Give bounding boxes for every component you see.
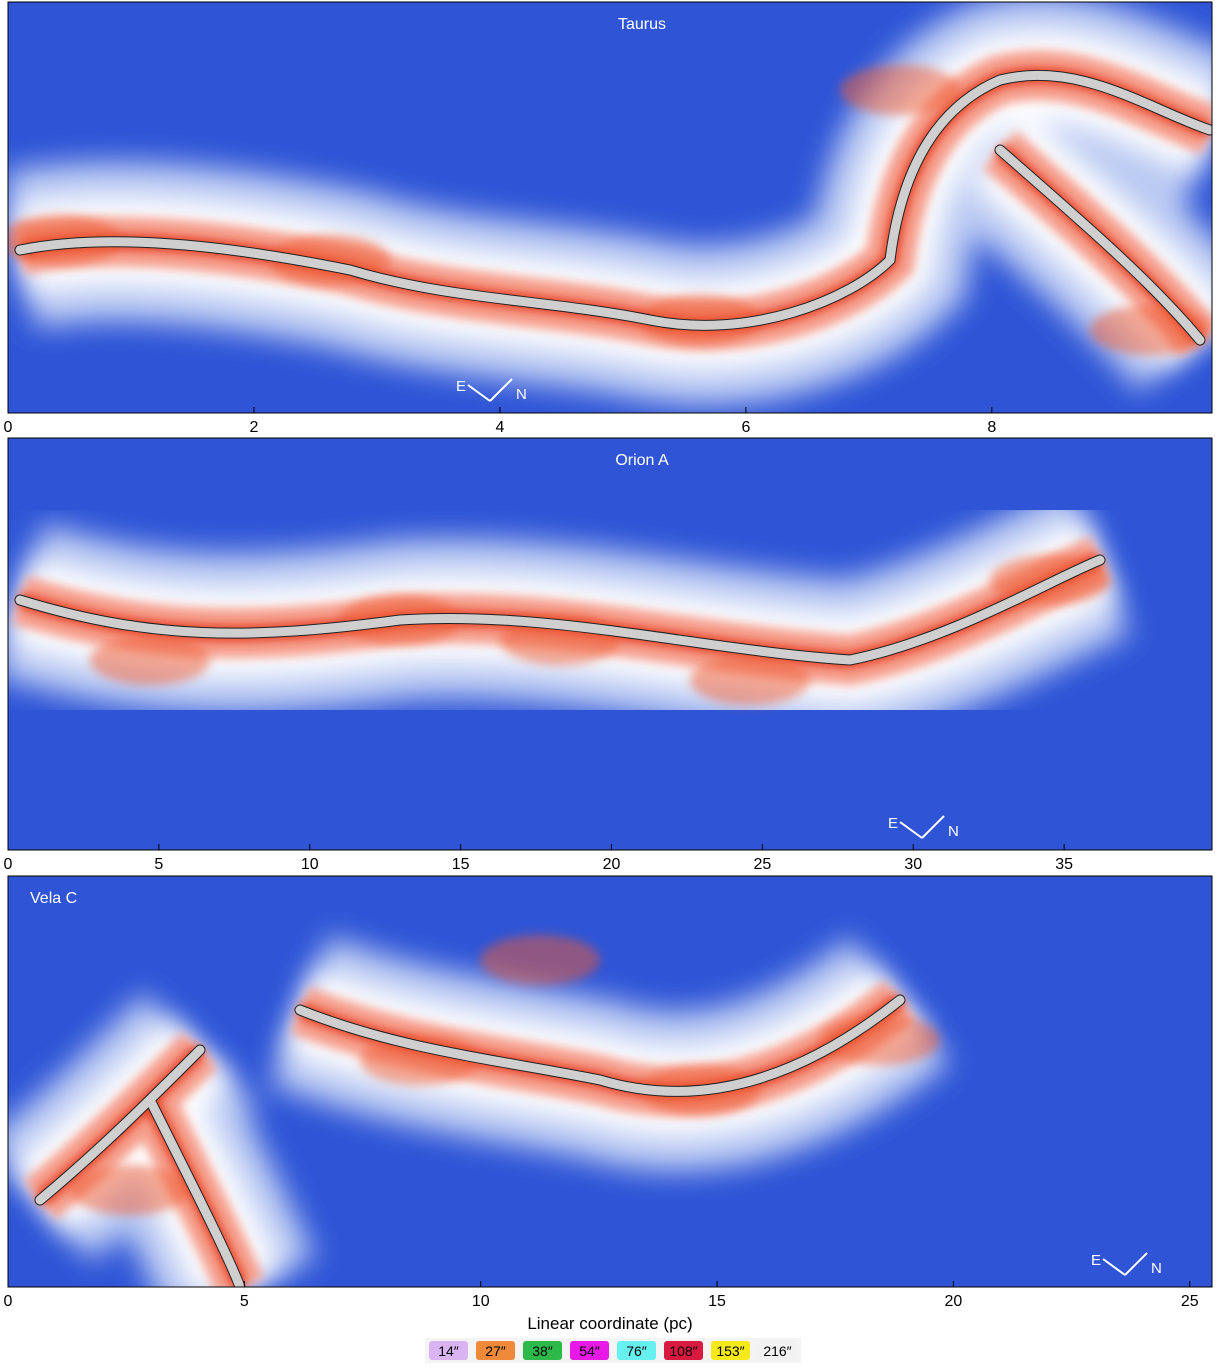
- x-tick-label: 20: [603, 856, 621, 873]
- compass-east: E: [888, 815, 898, 832]
- clump: [480, 935, 600, 985]
- x-tick-label: 15: [452, 856, 470, 873]
- panel-title: Orion A: [615, 452, 669, 469]
- legend-label: 108″: [669, 1343, 697, 1359]
- x-axis-label: Linear coordinate (pc): [527, 1314, 692, 1333]
- x-tick-label: 10: [301, 856, 319, 873]
- figure: Taurus E N 0 2 4 6 8 Orion A E N 0 5 10 15 20 25 30 35 Vela…: [0, 0, 1220, 1365]
- panel: Taurus E N 0 2 4 6 8: [0, 2, 1212, 436]
- x-tick-label: 6: [741, 419, 750, 436]
- map: [8, 438, 1212, 850]
- legend: 14″ 27″ 38″ 54″ 76″ 108″ 153″ 216″: [425, 1338, 801, 1363]
- x-tick-label: 0: [4, 1293, 13, 1310]
- clump: [840, 65, 960, 115]
- x-tick-label: 0: [4, 419, 13, 436]
- compass-north: N: [516, 386, 527, 403]
- x-tick-label: 5: [154, 856, 163, 873]
- x-tick-label: 0: [4, 856, 13, 873]
- legend-label: 153″: [716, 1343, 744, 1359]
- clump: [70, 1165, 190, 1215]
- panel: Orion A E N 0 5 10 15 20 25 30 35: [4, 438, 1212, 873]
- legend-label: 27″: [485, 1343, 506, 1359]
- legend-label: 14″: [438, 1343, 459, 1359]
- x-tick-label: 15: [708, 1293, 726, 1310]
- legend-label: 54″: [579, 1343, 600, 1359]
- clump: [90, 635, 210, 685]
- legend-label: 38″: [532, 1343, 553, 1359]
- compass-east: E: [456, 378, 466, 395]
- x-tick-label: 30: [904, 856, 922, 873]
- legend-label: 216″: [763, 1343, 791, 1359]
- x-tick-label: 10: [472, 1293, 490, 1310]
- panel: Vela C E N 0 5 10 15 20 25 Linear coordinate (pc): [4, 876, 1212, 1333]
- x-tick-label: 35: [1055, 856, 1073, 873]
- map: [0, 2, 1212, 413]
- compass-east: E: [1091, 1252, 1101, 1269]
- x-tick-label: 25: [753, 856, 771, 873]
- x-tick-label: 5: [240, 1293, 249, 1310]
- legend-label: 76″: [626, 1343, 647, 1359]
- x-tick-label: 25: [1181, 1293, 1199, 1310]
- panel-title: Taurus: [618, 16, 666, 33]
- x-tick-label: 8: [987, 419, 996, 436]
- compass-north: N: [948, 823, 959, 840]
- compass-north: N: [1151, 1260, 1162, 1277]
- panel-title: Vela C: [30, 890, 77, 907]
- x-tick-label: 2: [250, 419, 259, 436]
- x-tick-label: 20: [945, 1293, 963, 1310]
- clump: [690, 655, 810, 705]
- map: [8, 876, 1212, 1287]
- x-tick-label: 4: [495, 419, 504, 436]
